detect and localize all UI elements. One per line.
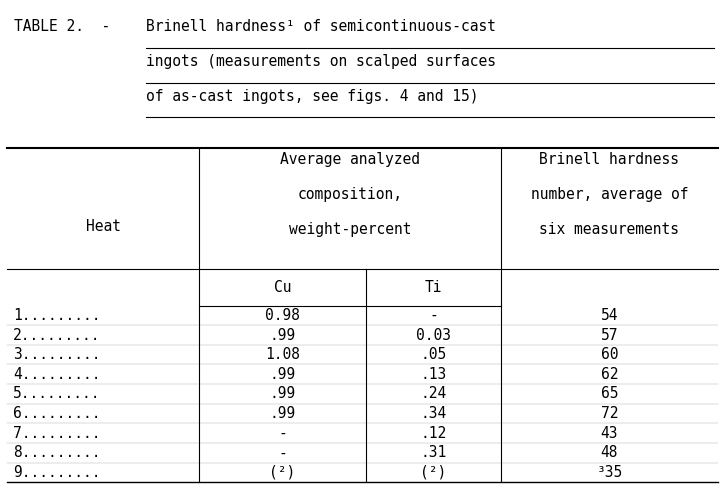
Text: 0.98: 0.98 — [265, 308, 300, 323]
Text: .12: .12 — [420, 426, 447, 441]
Text: 8.........: 8......... — [13, 445, 101, 461]
Text: .24: .24 — [420, 386, 447, 401]
Text: Brinell hardness¹ of semicontinuous-cast: Brinell hardness¹ of semicontinuous-cast — [146, 19, 496, 34]
Text: TABLE 2.  -: TABLE 2. - — [14, 19, 120, 34]
Text: -: - — [278, 426, 287, 441]
Text: composition,: composition, — [297, 187, 402, 202]
Text: of as-cast ingots, see figs. 4 and 15): of as-cast ingots, see figs. 4 and 15) — [146, 89, 479, 104]
Text: .13: .13 — [420, 367, 447, 382]
Text: 3.........: 3......... — [13, 347, 101, 362]
Text: 4.........: 4......... — [13, 367, 101, 382]
Text: Cu: Cu — [274, 280, 291, 295]
Text: 9.........: 9......... — [13, 465, 101, 480]
Text: Average analyzed: Average analyzed — [280, 153, 420, 167]
Text: number, average of: number, average of — [531, 187, 688, 202]
Text: 6.........: 6......... — [13, 406, 101, 421]
Text: .99: .99 — [270, 406, 296, 421]
Text: .99: .99 — [270, 367, 296, 382]
Text: .99: .99 — [270, 328, 296, 342]
Text: 62: 62 — [600, 367, 618, 382]
Text: 72: 72 — [600, 406, 618, 421]
Text: -: - — [429, 308, 438, 323]
Text: 57: 57 — [600, 328, 618, 342]
Text: 2.........: 2......... — [13, 328, 101, 342]
Text: .99: .99 — [270, 386, 296, 401]
Text: 1.........: 1......... — [13, 308, 101, 323]
Text: ³35: ³35 — [596, 465, 623, 480]
Text: Ti: Ti — [425, 280, 442, 295]
Text: ingots (measurements on scalped surfaces: ingots (measurements on scalped surfaces — [146, 54, 496, 69]
Text: .34: .34 — [420, 406, 447, 421]
Text: weight-percent: weight-percent — [289, 222, 411, 237]
Text: 65: 65 — [600, 386, 618, 401]
Text: .31: .31 — [420, 445, 447, 461]
Text: six measurements: six measurements — [539, 222, 679, 237]
Text: (²): (²) — [270, 465, 296, 480]
Text: 1.08: 1.08 — [265, 347, 300, 362]
Text: 60: 60 — [600, 347, 618, 362]
Text: 7.........: 7......... — [13, 426, 101, 441]
Text: Brinell hardness: Brinell hardness — [539, 153, 679, 167]
Text: 48: 48 — [600, 445, 618, 461]
Text: 5.........: 5......... — [13, 386, 101, 401]
Text: Heat: Heat — [86, 219, 120, 234]
Text: .05: .05 — [420, 347, 447, 362]
Text: 54: 54 — [600, 308, 618, 323]
Text: -: - — [278, 445, 287, 461]
Text: 43: 43 — [600, 426, 618, 441]
Text: 0.03: 0.03 — [416, 328, 451, 342]
Text: (²): (²) — [420, 465, 447, 480]
